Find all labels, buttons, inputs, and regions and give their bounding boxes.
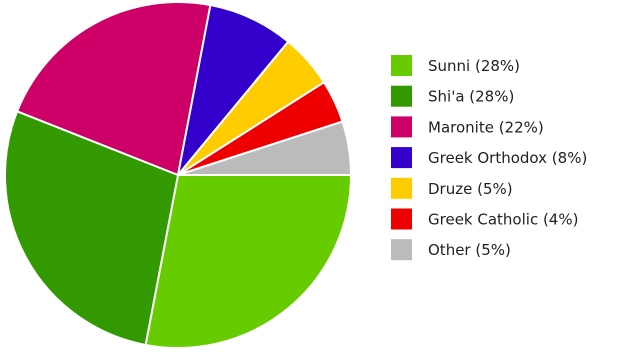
- legend-item-greek-orthodox: Greek Orthodox (8%): [391, 147, 587, 169]
- legend-label-shi-a: Shi'a (28%): [428, 88, 514, 106]
- legend-swatch-greek-orthodox: [391, 147, 412, 169]
- legend-item-maronite: Maronite (22%): [391, 116, 544, 138]
- legend-item-other: Other (5%): [391, 239, 511, 261]
- legend-label-greek-orthodox: Greek Orthodox (8%): [428, 149, 587, 167]
- legend-label-maronite: Maronite (22%): [428, 118, 544, 136]
- legend-swatch-other: [391, 239, 412, 261]
- legend-swatch-greek-catholic: [391, 208, 412, 230]
- legend-item-greek-catholic: Greek Catholic (4%): [391, 208, 578, 230]
- pie-slice-sunni: [144, 174, 353, 350]
- legend-swatch-shi-a: [391, 85, 412, 107]
- legend-item-shi-a: Shi'a (28%): [391, 85, 514, 107]
- legend-swatch-maronite: [391, 116, 412, 138]
- legend-item-sunni: Sunni (28%): [391, 55, 520, 76]
- legend-label-druze: Druze (5%): [428, 180, 513, 198]
- legend-item-druze: Druze (5%): [391, 177, 513, 199]
- pie-slice-other: [177, 120, 353, 176]
- legend-swatch-sunni: [391, 55, 412, 76]
- legend: Sunni (28%) Shi'a (28%) Maronite (22%) Gree…: [391, 55, 587, 261]
- legend-label-sunni: Sunni (28%): [428, 57, 520, 75]
- legend-label-greek-catholic: Greek Catholic (4%): [428, 211, 578, 229]
- pie-slice-maronite: [15, 0, 212, 177]
- legend-label-other: Other (5%): [428, 241, 511, 259]
- legend-swatch-druze: [391, 177, 412, 199]
- pie-slices: [3, 0, 353, 350]
- pie-slice-shi-a: [3, 110, 180, 347]
